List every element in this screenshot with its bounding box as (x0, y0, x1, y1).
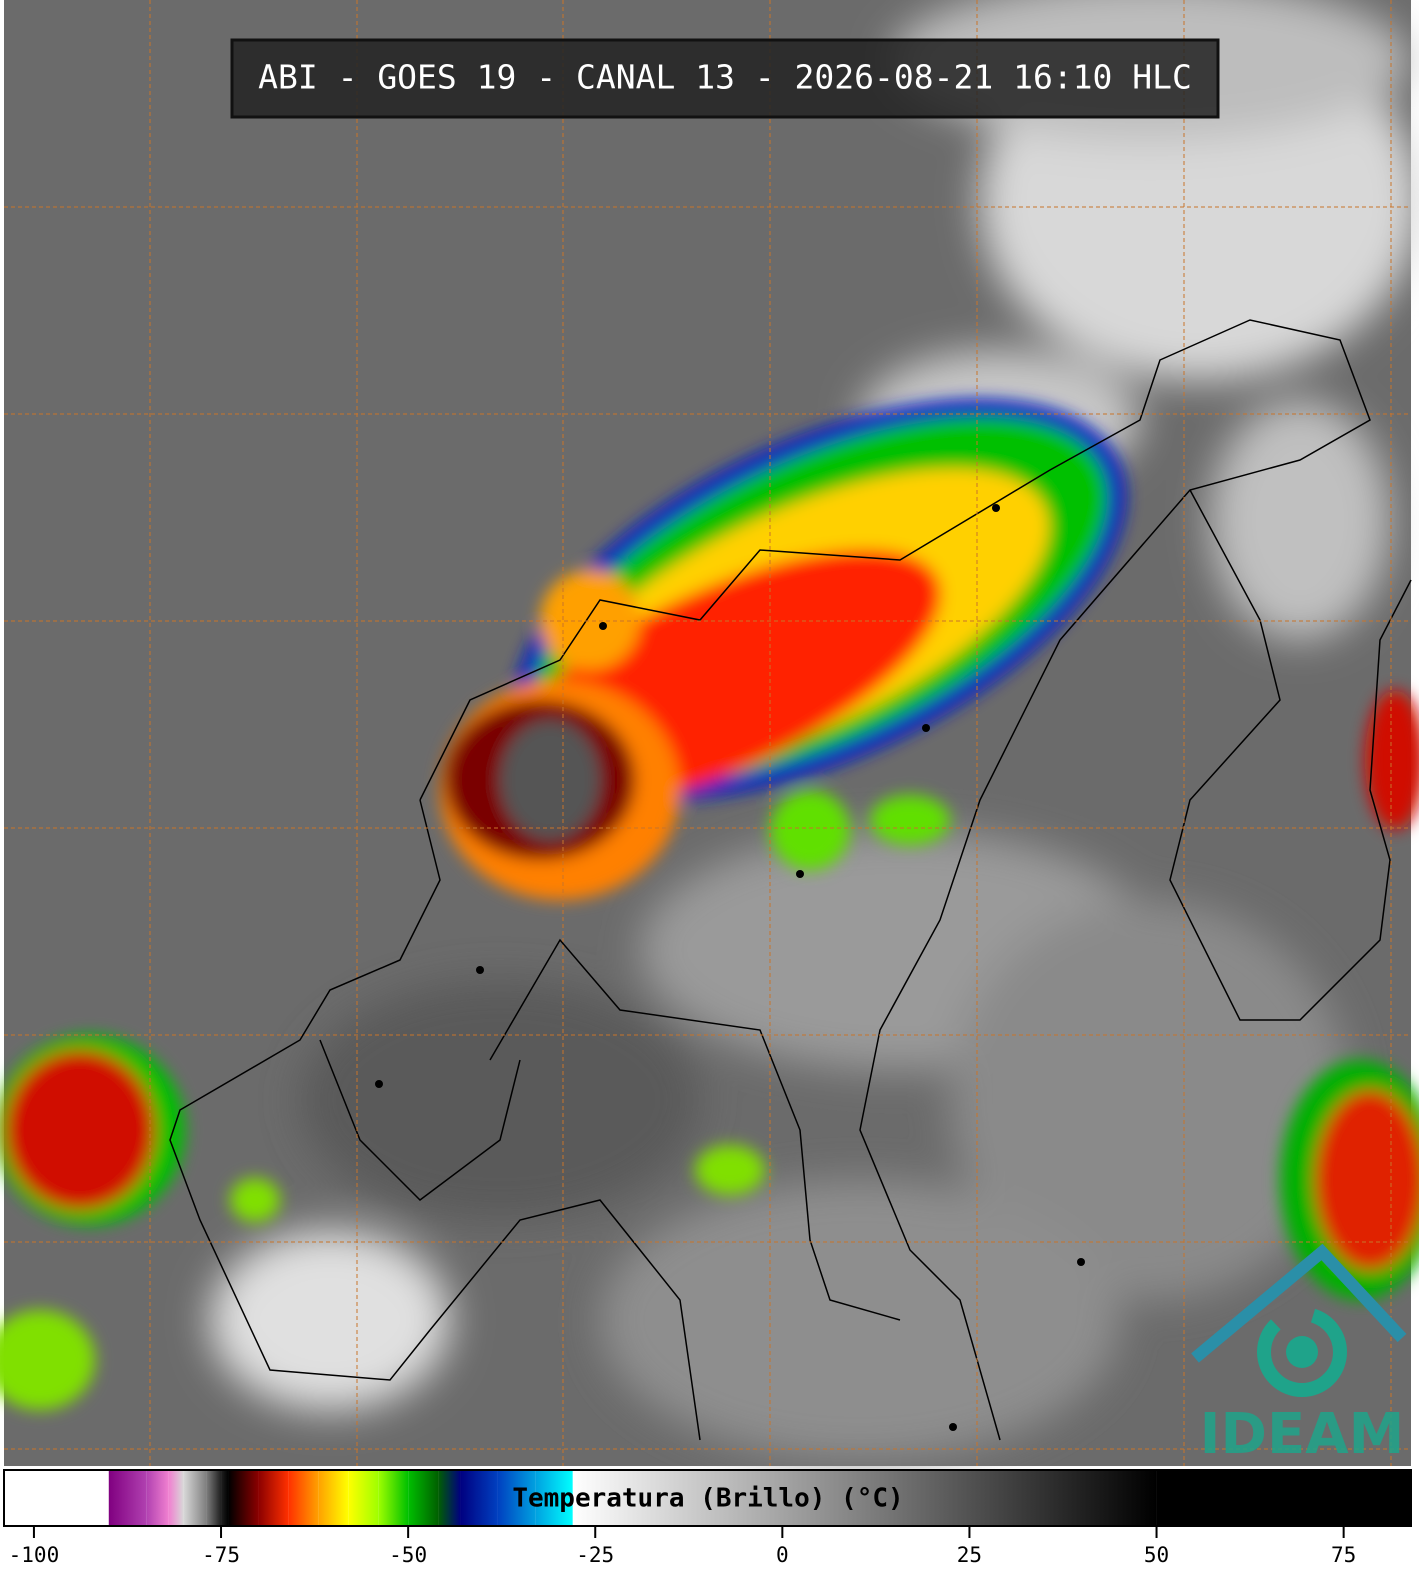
colorbar-segment (228, 1470, 259, 1526)
tick-label: 0 (776, 1543, 789, 1567)
colorbar-segment (318, 1470, 349, 1526)
colorbar-segment (535, 1470, 573, 1526)
tick-label: -100 (9, 1543, 60, 1567)
title-box (230, 38, 1220, 119)
logo-text: IDEAM (1200, 1402, 1405, 1467)
colorbar (4, 1470, 1411, 1526)
colorbar-segment (206, 1470, 222, 1526)
colorbar-segment (146, 1470, 169, 1526)
colorbar-segment (183, 1470, 207, 1526)
tick-label: 50 (1144, 1543, 1169, 1567)
tick-label: -50 (389, 1543, 427, 1567)
clouds (210, 0, 1419, 1460)
colorbar-segment (1156, 1470, 1411, 1526)
colorbar-segment (460, 1470, 498, 1526)
colorbar-segment (108, 1470, 147, 1526)
colorbar-segment (378, 1470, 409, 1526)
tick-label: -75 (202, 1543, 240, 1567)
colorbar-label: Temperatura (Brillo) (°C) (512, 1484, 903, 1514)
tick-label: 25 (957, 1543, 982, 1567)
colorbar-segment (348, 1470, 379, 1526)
colorbar-segment (288, 1470, 319, 1526)
colorbar-segment (258, 1470, 289, 1526)
logo: IDEAM (1191, 1243, 1407, 1467)
colorbar-segment (408, 1470, 439, 1526)
tick-label: -25 (576, 1543, 614, 1567)
title: ABI - GOES 19 - CANAL 13 - 2026-08-21 16… (258, 58, 1192, 97)
storm-cells (0, 398, 1419, 1410)
colorbar-segment (438, 1470, 461, 1526)
colorbar-segment (168, 1470, 184, 1526)
city-markers (375, 504, 1085, 1431)
colorbar-segment (572, 1470, 1157, 1526)
colorbar-segment (497, 1470, 536, 1526)
boundaries (169, 319, 1412, 1441)
colorbar-segment (221, 1470, 229, 1526)
colorbar-segment (4, 1470, 109, 1526)
colorbar-frame (3, 1469, 1412, 1527)
tick-label: 75 (1331, 1543, 1356, 1567)
graticule (4, 0, 1411, 1466)
